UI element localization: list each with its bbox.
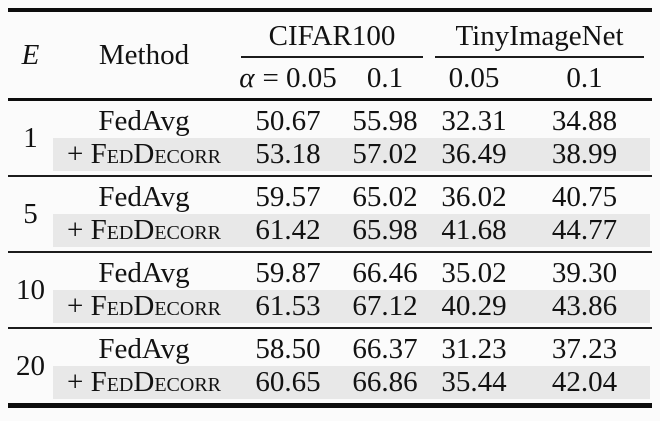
- value-cell: 66.37: [352, 333, 418, 365]
- value-cell: 32.31: [441, 105, 507, 137]
- value-cell: 31.23: [441, 333, 507, 365]
- row-group-e-20: 20 FedAvg 58.50 66.37 31.23 37.23 + FedDecorr 6…: [8, 327, 652, 403]
- method-cell: FedAvg: [98, 333, 190, 365]
- cifar100-label: CIFAR100: [268, 19, 396, 52]
- method-cell: FedAvg: [98, 105, 190, 137]
- value-cell: 65.02: [352, 181, 418, 213]
- value-cell: 65.98: [341, 214, 429, 247]
- value-cell: 66.46: [352, 257, 418, 289]
- value-cell: 36.49: [429, 138, 519, 171]
- value-cell: 44.77: [519, 214, 650, 247]
- value-cell: 35.44: [429, 366, 519, 399]
- value-cell: 61.53: [235, 290, 341, 323]
- subheader-cifar100-alpha-0.1: 0.1: [366, 61, 404, 94]
- table-top-rule: [8, 8, 652, 12]
- value-cell: 34.88: [551, 105, 618, 137]
- value-cell: 38.99: [519, 138, 650, 171]
- value-cell: 59.57: [255, 181, 321, 213]
- value-cell: 66.86: [341, 366, 429, 399]
- tinyimagenet-label: TinyImageNet: [455, 19, 624, 52]
- value-cell: 37.23: [551, 333, 618, 365]
- method-cell: FedAvg: [98, 181, 190, 213]
- value-cell: 53.18: [235, 138, 341, 171]
- e-value: 20: [16, 349, 45, 382]
- e-value: 5: [23, 197, 38, 230]
- value-cell: 43.86: [519, 290, 650, 323]
- method-cell: + FedDecorr: [53, 366, 235, 399]
- value-cell: 40.29: [429, 290, 519, 323]
- column-header-method: Method: [98, 38, 190, 71]
- method-cell: + FedDecorr: [53, 290, 235, 323]
- row-group-e-10: 10 FedAvg 59.87 66.46 35.02 39.30 + FedDecorr 6…: [8, 251, 652, 327]
- value-cell: 60.65: [235, 366, 341, 399]
- subheader-tinyimagenet-alpha-0.05: 0.05: [448, 61, 500, 94]
- e-value: 10: [16, 273, 45, 306]
- table-body: 1 FedAvg 50.67 55.98 32.31 34.88 + FedDecorr 53…: [8, 101, 652, 403]
- value-cell: 59.87: [255, 257, 321, 289]
- value-cell: 57.02: [341, 138, 429, 171]
- value-cell: 41.68: [429, 214, 519, 247]
- value-cell: 36.02: [441, 181, 507, 213]
- column-group-tinyimagenet: TinyImageNet: [435, 16, 644, 58]
- table-header-rule: [8, 98, 652, 101]
- e-value: 1: [23, 121, 38, 154]
- alpha-symbol: α: [239, 61, 255, 94]
- table-header: E Method CIFAR100 TinyImageNet α = 0.05 …: [8, 12, 652, 98]
- value-cell: 58.50: [255, 333, 321, 365]
- method-cell: + FedDecorr: [53, 214, 235, 247]
- value-cell: 35.02: [441, 257, 507, 289]
- row-group-e-1: 1 FedAvg 50.67 55.98 32.31 34.88 + FedDecorr 53…: [8, 101, 652, 175]
- value-cell: 40.75: [551, 181, 618, 213]
- value-cell: 61.42: [235, 214, 341, 247]
- value-cell: 42.04: [519, 366, 650, 399]
- column-header-e: E: [8, 12, 53, 98]
- results-table: E Method CIFAR100 TinyImageNet α = 0.05 …: [8, 8, 652, 408]
- e-header-label: E: [21, 38, 40, 71]
- subheader-cifar100-alpha-0.05: α = 0.05: [235, 58, 341, 98]
- row-group-e-5: 5 FedAvg 59.57 65.02 36.02 40.75 + FedDecorr 61…: [8, 175, 652, 251]
- method-cell: FedAvg: [98, 257, 190, 289]
- table-bottom-rule: [8, 403, 652, 408]
- value-cell: 50.67: [255, 105, 321, 137]
- value-cell: 39.30: [551, 257, 618, 289]
- value-cell: 67.12: [341, 290, 429, 323]
- subheader-tinyimagenet-alpha-0.1: 0.1: [566, 61, 603, 94]
- alpha-value: = 0.05: [262, 61, 337, 94]
- column-group-cifar100: CIFAR100: [241, 16, 423, 58]
- value-cell: 55.98: [352, 105, 418, 137]
- method-cell: + FedDecorr: [53, 138, 235, 171]
